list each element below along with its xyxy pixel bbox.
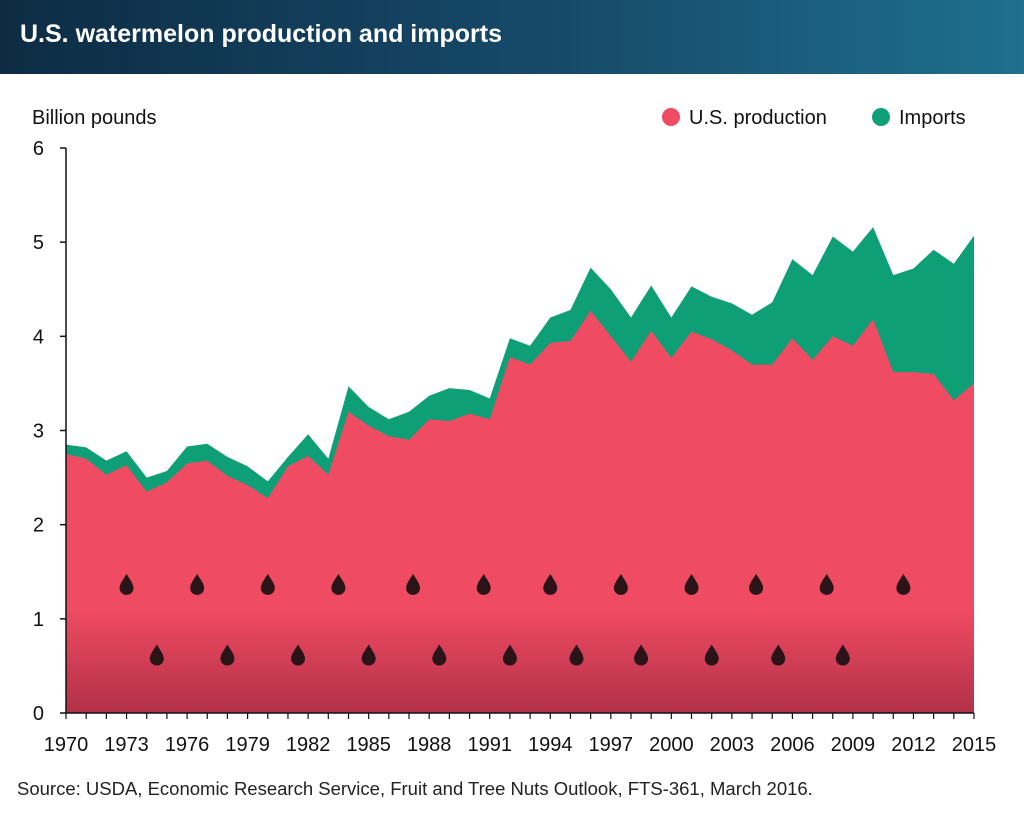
axes: 0 1 2 3 4 5 6 1970 1973 1976 1979 1982 1985 1988 1991 1…	[33, 138, 996, 756]
x-tick-label: 2000	[649, 734, 694, 756]
legend-swatch-production	[662, 108, 680, 126]
seed-icon	[220, 644, 235, 666]
seed-icon	[331, 573, 346, 595]
seed-icon	[406, 573, 421, 595]
seed-icon	[291, 644, 306, 666]
legend-label-imports: Imports	[899, 107, 966, 129]
x-tick-label: 2012	[891, 734, 936, 756]
seed-icon	[119, 573, 134, 595]
x-tick-label: 1982	[286, 734, 331, 756]
seed-icon	[361, 644, 376, 666]
seed-icon	[634, 644, 649, 666]
x-tick-label: 1973	[104, 734, 149, 756]
seed-icon	[260, 573, 275, 595]
seed-icon	[835, 644, 850, 666]
x-tick-label: 1997	[589, 734, 634, 756]
seed-icon	[569, 644, 584, 666]
x-tick-label: 1976	[165, 734, 210, 756]
seed-icon	[684, 573, 699, 595]
y-axis-label: Billion pounds	[32, 107, 157, 129]
seed-icon	[543, 573, 558, 595]
chart-title: U.S. watermelon production and imports	[20, 20, 502, 48]
source-note: Source: USDA, Economic Research Service,…	[17, 778, 813, 799]
seed-icon	[704, 644, 719, 666]
x-tick-label: 2015	[952, 734, 997, 756]
seed-decorations	[119, 573, 911, 666]
legend: U.S. production Imports	[662, 107, 966, 129]
legend-label-production: U.S. production	[689, 107, 827, 129]
x-tick-label: 2009	[831, 734, 876, 756]
seed-icon	[190, 573, 205, 595]
x-tick-label: 1994	[528, 734, 573, 756]
area-series	[66, 227, 974, 713]
y-tick-label: 5	[33, 232, 44, 254]
x-tick-label: 2006	[770, 734, 815, 756]
seed-icon	[613, 573, 628, 595]
x-tick-label: 1985	[346, 734, 391, 756]
seed-icon	[771, 644, 786, 666]
seed-icon	[502, 644, 517, 666]
y-tick-label: 3	[33, 421, 44, 443]
rind-shading	[66, 609, 974, 713]
seed-icon	[896, 573, 911, 595]
x-tick-label: 1988	[407, 734, 452, 756]
y-tick-label: 1	[33, 609, 44, 631]
seed-icon	[149, 644, 164, 666]
y-tick-label: 6	[33, 138, 44, 160]
y-tick-label: 0	[33, 703, 44, 725]
x-tick-label: 1979	[225, 734, 270, 756]
seed-icon	[819, 573, 834, 595]
x-tick-label: 2003	[710, 734, 755, 756]
x-tick-label: 1991	[467, 734, 512, 756]
seed-icon	[749, 573, 764, 595]
seed-icon	[432, 644, 447, 666]
seed-icon	[476, 573, 491, 595]
y-tick-label: 2	[33, 515, 44, 537]
x-tick-label: 1970	[44, 734, 89, 756]
legend-swatch-imports	[872, 108, 890, 126]
y-tick-label: 4	[33, 326, 44, 348]
title-bar: U.S. watermelon production and imports	[0, 0, 1024, 74]
